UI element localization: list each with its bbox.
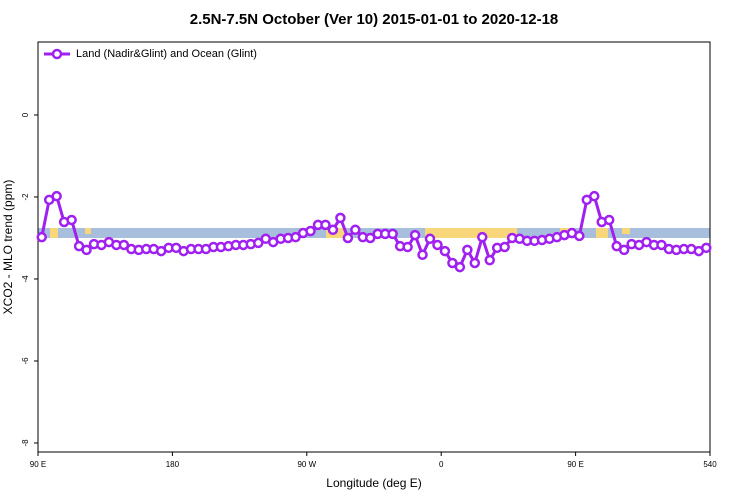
data-point xyxy=(574,230,585,242)
x-tick-label: 90 E xyxy=(30,460,46,469)
data-point xyxy=(417,249,428,261)
data-point xyxy=(656,239,667,251)
x-tick-label: 540 xyxy=(703,460,717,469)
legend-label: Land (Nadir&Glint) and Ocean (Glint) xyxy=(76,48,257,60)
y-tick-label: -4 xyxy=(21,275,30,283)
data-point xyxy=(469,257,481,269)
y-tick-label: -8 xyxy=(21,439,30,447)
data-point xyxy=(618,244,630,256)
data-point xyxy=(66,214,77,226)
data-point xyxy=(439,245,451,257)
data-point xyxy=(387,228,398,240)
data-point xyxy=(432,239,443,251)
data-point xyxy=(118,239,130,251)
x-tick-label: 90 E xyxy=(567,460,583,469)
y-axis-label: XCO2 - MLO trend (ppm) xyxy=(1,180,15,315)
data-point xyxy=(305,225,316,237)
data-point xyxy=(603,214,615,226)
x-tick-label: 180 xyxy=(166,460,180,469)
data-point xyxy=(402,241,413,253)
y-tick-label: 0 xyxy=(21,112,30,117)
data-point xyxy=(51,190,62,202)
data-point xyxy=(447,257,458,269)
data-point xyxy=(454,261,466,273)
chart-title: 2.5N-7.5N October (Ver 10) 2015-01-01 to… xyxy=(190,11,559,28)
data-point xyxy=(335,212,346,224)
y-tick-label: -6 xyxy=(21,357,30,365)
data-point xyxy=(327,224,339,236)
legend-marker xyxy=(51,48,63,60)
data-point xyxy=(701,242,712,254)
data-point xyxy=(253,237,264,249)
data-point xyxy=(499,241,510,253)
data-point xyxy=(484,254,495,266)
x-tick-label: 0 xyxy=(439,460,444,469)
data-point xyxy=(365,232,376,244)
data-point xyxy=(477,231,488,243)
data-point xyxy=(350,224,361,236)
data-point xyxy=(424,233,436,245)
y-tick-label: -2 xyxy=(21,193,30,201)
data-point xyxy=(320,219,331,231)
x-axis-label: Longitude (deg E) xyxy=(326,476,421,490)
data-point xyxy=(589,190,600,202)
data-point xyxy=(409,229,421,241)
data-point xyxy=(462,244,473,256)
x-tick-label: 90 W xyxy=(297,460,316,469)
data-point xyxy=(290,231,301,243)
data-point xyxy=(36,231,47,243)
data-point xyxy=(342,232,354,244)
data-point xyxy=(81,244,92,256)
